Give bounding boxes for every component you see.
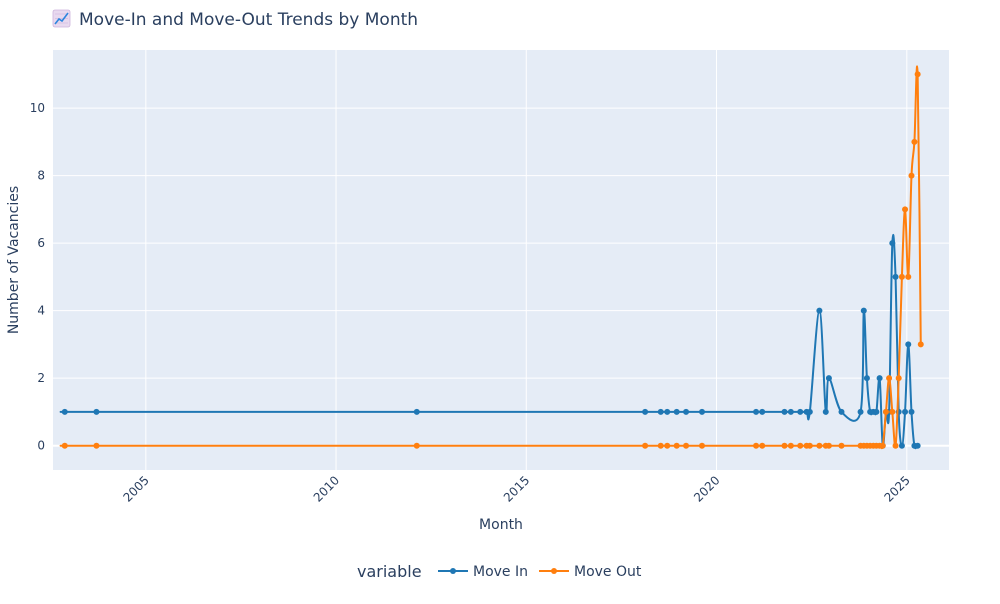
data-point-move-out[interactable]: [825, 442, 832, 449]
data-point-move-in[interactable]: [806, 408, 813, 415]
data-point-move-out[interactable]: [753, 442, 760, 449]
data-point-move-out[interactable]: [683, 442, 690, 449]
x-tick-label: 2005: [120, 473, 151, 504]
chart-title: Move-In and Move-Out Trends by Month: [79, 10, 418, 30]
data-point-move-in[interactable]: [797, 408, 804, 415]
data-point-move-out[interactable]: [905, 273, 912, 280]
data-point-move-in[interactable]: [902, 408, 909, 415]
y-tick-label: 0: [37, 439, 45, 453]
data-point-move-out[interactable]: [699, 442, 706, 449]
data-point-move-out[interactable]: [908, 172, 915, 179]
data-point-move-out[interactable]: [886, 375, 893, 382]
data-point-move-in[interactable]: [876, 375, 883, 382]
chart-increasing-icon: [52, 9, 71, 28]
legend: variable Move In Move Out: [357, 562, 642, 581]
data-point-move-out[interactable]: [889, 408, 896, 415]
data-point-move-out[interactable]: [61, 442, 68, 449]
data-point-move-in[interactable]: [914, 442, 921, 449]
data-point-move-out[interactable]: [911, 138, 918, 145]
data-point-move-in[interactable]: [889, 240, 896, 247]
legend-item-move-in[interactable]: Move In: [438, 564, 528, 580]
data-point-move-in[interactable]: [825, 375, 832, 382]
data-point-move-out[interactable]: [797, 442, 804, 449]
x-tick-label: 2015: [501, 473, 532, 504]
y-tick-label: 10: [30, 101, 45, 115]
data-point-move-out[interactable]: [902, 206, 909, 213]
legend-title: variable: [357, 562, 422, 581]
data-point-move-out[interactable]: [657, 442, 664, 449]
series-move-in: [59, 234, 921, 450]
x-tick-label: 2020: [691, 473, 722, 504]
data-point-move-in[interactable]: [753, 408, 760, 415]
data-point-move-in[interactable]: [642, 408, 649, 415]
data-point-move-out[interactable]: [898, 273, 905, 280]
data-point-move-out[interactable]: [93, 442, 100, 449]
data-point-move-in[interactable]: [892, 273, 899, 280]
data-point-move-out[interactable]: [882, 408, 889, 415]
data-point-move-in[interactable]: [857, 408, 864, 415]
data-point-move-in[interactable]: [787, 408, 794, 415]
y-tick-label: 2: [37, 371, 45, 385]
data-point-move-out[interactable]: [787, 442, 794, 449]
data-point-move-in[interactable]: [93, 408, 100, 415]
series-layer: [59, 65, 924, 450]
data-point-move-out[interactable]: [895, 375, 902, 382]
data-point-move-out[interactable]: [879, 442, 886, 449]
y-tick-label: 8: [37, 169, 45, 183]
y-axis-title: Number of Vacancies: [6, 186, 22, 334]
data-point-move-out[interactable]: [664, 442, 671, 449]
data-point-move-in[interactable]: [860, 307, 867, 314]
data-point-move-out[interactable]: [759, 442, 766, 449]
data-point-move-out[interactable]: [806, 442, 813, 449]
data-point-move-out[interactable]: [642, 442, 649, 449]
data-point-move-out[interactable]: [673, 442, 680, 449]
data-point-move-in[interactable]: [905, 341, 912, 348]
data-point-move-in[interactable]: [759, 408, 766, 415]
data-point-move-in[interactable]: [683, 408, 690, 415]
y-tick-label: 4: [37, 304, 45, 318]
data-point-move-out[interactable]: [914, 71, 921, 78]
legend-item-move-out[interactable]: Move Out: [539, 564, 642, 580]
data-point-move-in[interactable]: [664, 408, 671, 415]
data-point-move-out[interactable]: [816, 442, 823, 449]
data-point-move-in[interactable]: [908, 408, 915, 415]
data-point-move-in[interactable]: [699, 408, 706, 415]
x-tick-label: 2010: [311, 473, 342, 504]
data-point-move-in[interactable]: [898, 442, 905, 449]
data-point-move-out[interactable]: [917, 341, 924, 348]
data-point-move-out[interactable]: [838, 442, 845, 449]
data-point-move-in[interactable]: [781, 408, 788, 415]
data-point-move-in[interactable]: [816, 307, 823, 314]
data-point-move-out[interactable]: [892, 442, 899, 449]
legend-label-move-in: Move In: [473, 564, 528, 580]
x-axis-title: Month: [479, 517, 523, 533]
legend-label-move-out: Move Out: [574, 564, 642, 580]
x-tick-label: 2025: [881, 473, 912, 504]
plot-area: [53, 50, 949, 470]
data-point-move-in[interactable]: [873, 408, 880, 415]
data-point-move-in[interactable]: [822, 408, 829, 415]
data-point-move-out[interactable]: [413, 442, 420, 449]
data-point-move-out[interactable]: [781, 442, 788, 449]
data-point-move-in[interactable]: [61, 408, 68, 415]
data-point-move-in[interactable]: [838, 408, 845, 415]
data-point-move-in[interactable]: [657, 408, 664, 415]
y-tick-label: 6: [37, 236, 45, 250]
data-point-move-in[interactable]: [413, 408, 420, 415]
series-move-out: [59, 65, 924, 450]
data-point-move-in[interactable]: [673, 408, 680, 415]
data-point-move-in[interactable]: [863, 375, 870, 382]
